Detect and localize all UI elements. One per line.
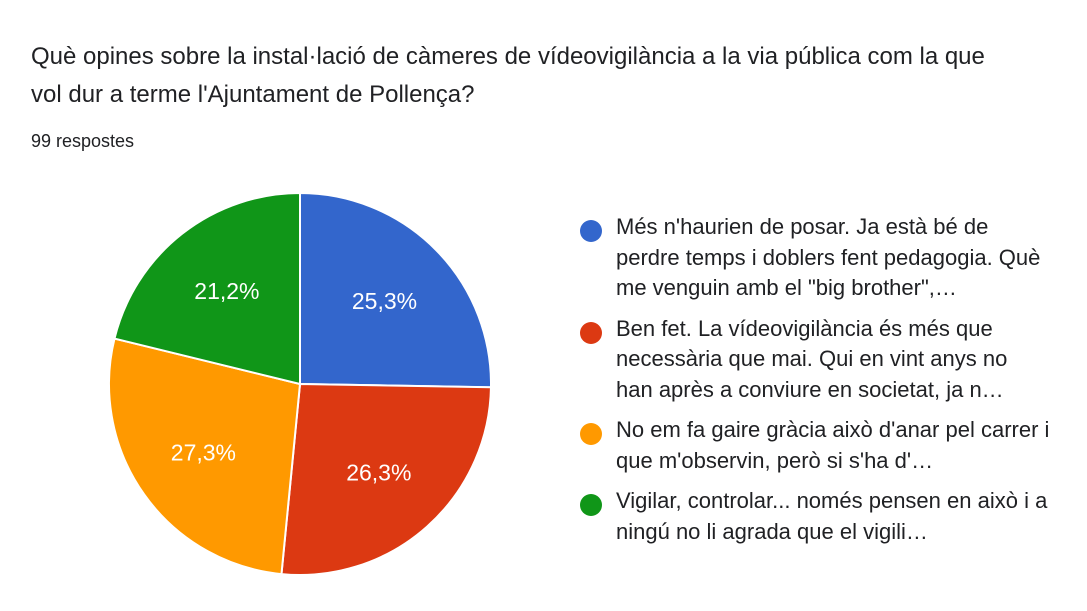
- pie-chart: 25,3% 26,3% 27,3% 21,2%: [100, 186, 500, 586]
- legend-dot-icon: [580, 220, 602, 242]
- slice-percentage-label: 21,2%: [194, 278, 259, 304]
- pie-slice[interactable]: [280, 382, 492, 576]
- response-count: 99 respostes: [31, 131, 135, 151]
- legend-item[interactable]: Vigilar, controlar... només pensen en ai…: [580, 486, 1050, 547]
- pie-slice[interactable]: [113, 191, 301, 386]
- pie-chart-svg: 25,3% 26,3% 27,3% 21,2%: [108, 191, 492, 576]
- pie-slice[interactable]: [108, 337, 302, 576]
- slice-percentage-label: 25,3%: [352, 288, 417, 314]
- chart-legend: Més n'haurien de posar. Ja està bé de pe…: [580, 212, 1050, 557]
- pie-slice[interactable]: [299, 191, 492, 389]
- legend-label: Més n'haurien de posar. Ja està bé de pe…: [616, 214, 1041, 300]
- legend-item[interactable]: Més n'haurien de posar. Ja està bé de pe…: [580, 212, 1050, 304]
- legend-label: Vigilar, controlar... només pensen en ai…: [616, 488, 1048, 544]
- legend-dot-icon: [580, 494, 602, 516]
- legend-item[interactable]: No em fa gaire gràcia això d'anar pel ca…: [580, 415, 1050, 476]
- legend-label: No em fa gaire gràcia això d'anar pel ca…: [616, 417, 1050, 473]
- legend-item[interactable]: Ben fet. La vídeovigilància és més que n…: [580, 314, 1050, 406]
- legend-dot-icon: [580, 321, 602, 344]
- slice-percentage-label: 26,3%: [346, 459, 411, 485]
- legend-dot-icon: [580, 423, 602, 445]
- legend-label: Ben fet. La vídeovigilància és més que n…: [616, 315, 1008, 402]
- question-title: Què opines sobre la instal·lació de càme…: [31, 43, 985, 108]
- slice-percentage-label: 27,3%: [171, 440, 236, 466]
